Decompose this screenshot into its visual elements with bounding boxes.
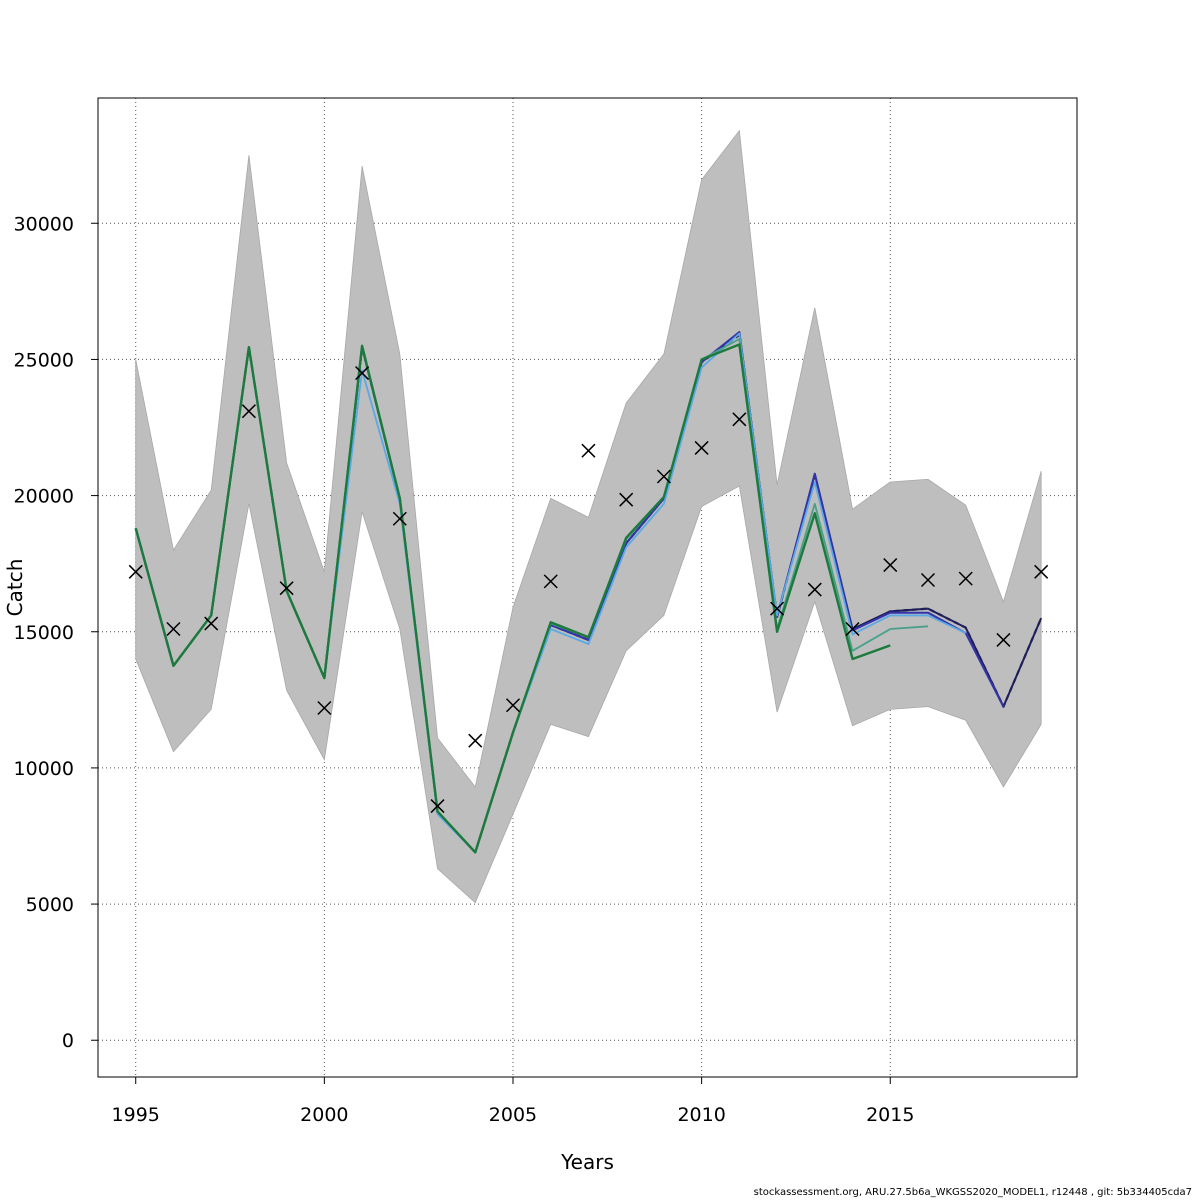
observed-point — [770, 601, 785, 616]
footer-caption: stockassessment.org, ARU.27.5b6a_WKGSS20… — [753, 1187, 1192, 1198]
observed-point — [543, 574, 558, 589]
observed-point — [392, 511, 407, 526]
confidence-band-area — [135, 129, 1042, 904]
observed-point — [279, 581, 294, 596]
observed-point — [241, 404, 256, 419]
observed-point — [920, 572, 936, 588]
y-tick-label: 15000 — [14, 622, 74, 644]
series-line-5 — [134, 343, 891, 854]
observed-point — [996, 632, 1011, 647]
observed-point — [128, 564, 143, 579]
y-tick-label: 20000 — [14, 486, 74, 508]
y-tick-label: 5000 — [26, 894, 74, 916]
observed-point — [355, 366, 370, 381]
plot-frame — [97, 97, 1078, 1078]
observed-point — [468, 733, 483, 748]
observed-point — [732, 412, 747, 427]
x-tick-label: 1995 — [112, 1104, 160, 1126]
observed-point — [656, 469, 671, 484]
observed-point — [430, 799, 445, 814]
observed-point — [1034, 564, 1049, 579]
y-tick-label: 10000 — [14, 758, 74, 780]
observed-point — [883, 558, 898, 573]
observed-point — [204, 616, 219, 631]
observed-point — [694, 440, 709, 455]
observed-catch-markers — [128, 366, 1049, 814]
observed-point — [807, 582, 822, 597]
x-tick-label: 2000 — [300, 1104, 348, 1126]
confidence-band — [135, 129, 1042, 904]
observed-point — [317, 700, 332, 716]
y-axis-label: Catch — [3, 559, 27, 617]
observed-point — [845, 621, 860, 637]
x-tick-label: 2015 — [866, 1104, 914, 1126]
y-tick-label: 25000 — [14, 349, 74, 371]
x-axis-ticks: 1995 2000 2005 2010 2015 — [112, 1077, 914, 1126]
x-tick-label: 2005 — [489, 1104, 537, 1126]
x-axis-label: Years — [560, 1150, 614, 1174]
observed-point — [166, 621, 181, 637]
observed-point — [619, 492, 634, 507]
x-tick-label: 2010 — [677, 1104, 725, 1126]
y-axis-ticks: 0 5000 10000 15000 20000 25000 30000 — [14, 213, 98, 1052]
y-tick-label: 30000 — [14, 213, 74, 235]
y-tick-label: 0 — [62, 1030, 74, 1052]
observed-point — [581, 443, 596, 458]
observed-point — [958, 571, 973, 586]
observed-point — [505, 698, 521, 713]
series-lines — [134, 331, 1043, 854]
